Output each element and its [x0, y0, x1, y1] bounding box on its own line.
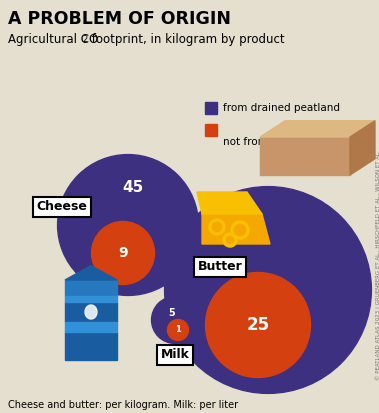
Text: 9: 9 [118, 246, 128, 260]
Circle shape [152, 297, 199, 344]
Polygon shape [65, 322, 117, 332]
Text: 5: 5 [169, 308, 175, 318]
Text: Agricultural CO: Agricultural CO [8, 33, 98, 46]
Circle shape [205, 273, 310, 377]
Text: 25: 25 [246, 316, 269, 334]
Text: Milk: Milk [161, 349, 190, 361]
Text: Cheese and butter: per kilogram. Milk: per liter: Cheese and butter: per kilogram. Milk: p… [8, 400, 238, 410]
Text: 45: 45 [122, 180, 144, 195]
Polygon shape [65, 302, 117, 322]
Text: © PEATLAND ATLAS 2023 | GRUENBERG ET AL., HIRSCHFELD ET AL., WILSON ET AL.: © PEATLAND ATLAS 2023 | GRUENBERG ET AL.… [376, 150, 379, 380]
Circle shape [91, 221, 155, 285]
Polygon shape [65, 266, 117, 280]
Polygon shape [350, 121, 375, 175]
Bar [205, 102, 217, 114]
Polygon shape [197, 192, 262, 214]
Text: Butter: Butter [197, 261, 243, 273]
Polygon shape [65, 332, 117, 360]
Circle shape [168, 320, 188, 340]
Polygon shape [260, 137, 350, 175]
Circle shape [164, 187, 371, 394]
Bar [205, 124, 217, 136]
Text: Cheese: Cheese [36, 200, 88, 214]
Text: 1: 1 [175, 325, 181, 335]
Circle shape [58, 154, 199, 295]
Text: 2: 2 [82, 36, 87, 45]
Polygon shape [85, 305, 97, 319]
Polygon shape [65, 280, 117, 296]
Text: from drained peatland: from drained peatland [223, 103, 340, 113]
Polygon shape [260, 121, 375, 137]
Polygon shape [202, 214, 270, 244]
Polygon shape [65, 296, 117, 302]
Text: 97: 97 [232, 218, 254, 233]
Text: footprint, in kilogram by product: footprint, in kilogram by product [88, 33, 285, 46]
Text: A PROBLEM OF ORIGIN: A PROBLEM OF ORIGIN [8, 10, 231, 28]
Text: not from peatland: not from peatland [223, 137, 317, 147]
